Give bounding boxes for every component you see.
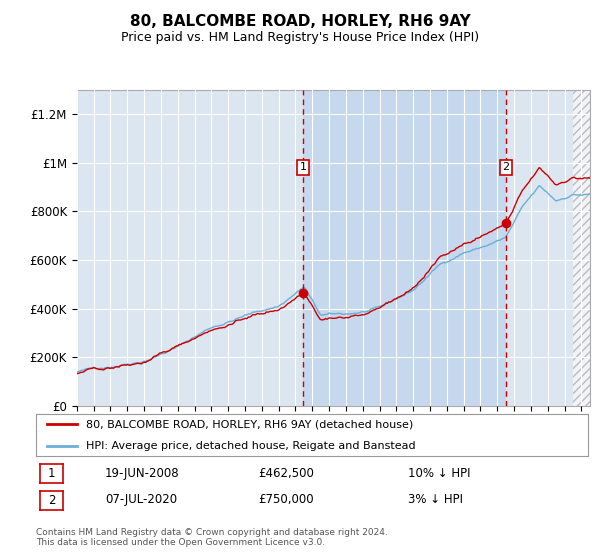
Bar [303,90,506,406]
Text: £462,500: £462,500 [258,466,314,480]
Text: 1: 1 [299,162,307,172]
Text: 2: 2 [502,162,509,172]
Text: Contains HM Land Registry data © Crown copyright and database right 2024.
This d: Contains HM Land Registry data © Crown c… [36,528,388,547]
Text: £750,000: £750,000 [258,493,314,506]
Text: 19-JUN-2008: 19-JUN-2008 [105,466,179,480]
Text: 07-JUL-2020: 07-JUL-2020 [105,493,177,506]
Text: 80, BALCOMBE ROAD, HORLEY, RH6 9AY (detached house): 80, BALCOMBE ROAD, HORLEY, RH6 9AY (deta… [86,419,413,430]
Text: Price paid vs. HM Land Registry's House Price Index (HPI): Price paid vs. HM Land Registry's House … [121,31,479,44]
Text: 10% ↓ HPI: 10% ↓ HPI [408,466,470,480]
Text: 2: 2 [48,493,55,507]
Text: 3% ↓ HPI: 3% ↓ HPI [408,493,463,506]
Text: HPI: Average price, detached house, Reigate and Banstead: HPI: Average price, detached house, Reig… [86,441,415,451]
Bar [573,90,590,406]
Text: 1: 1 [48,467,55,480]
Text: 80, BALCOMBE ROAD, HORLEY, RH6 9AY: 80, BALCOMBE ROAD, HORLEY, RH6 9AY [130,14,470,29]
Bar [573,90,590,406]
